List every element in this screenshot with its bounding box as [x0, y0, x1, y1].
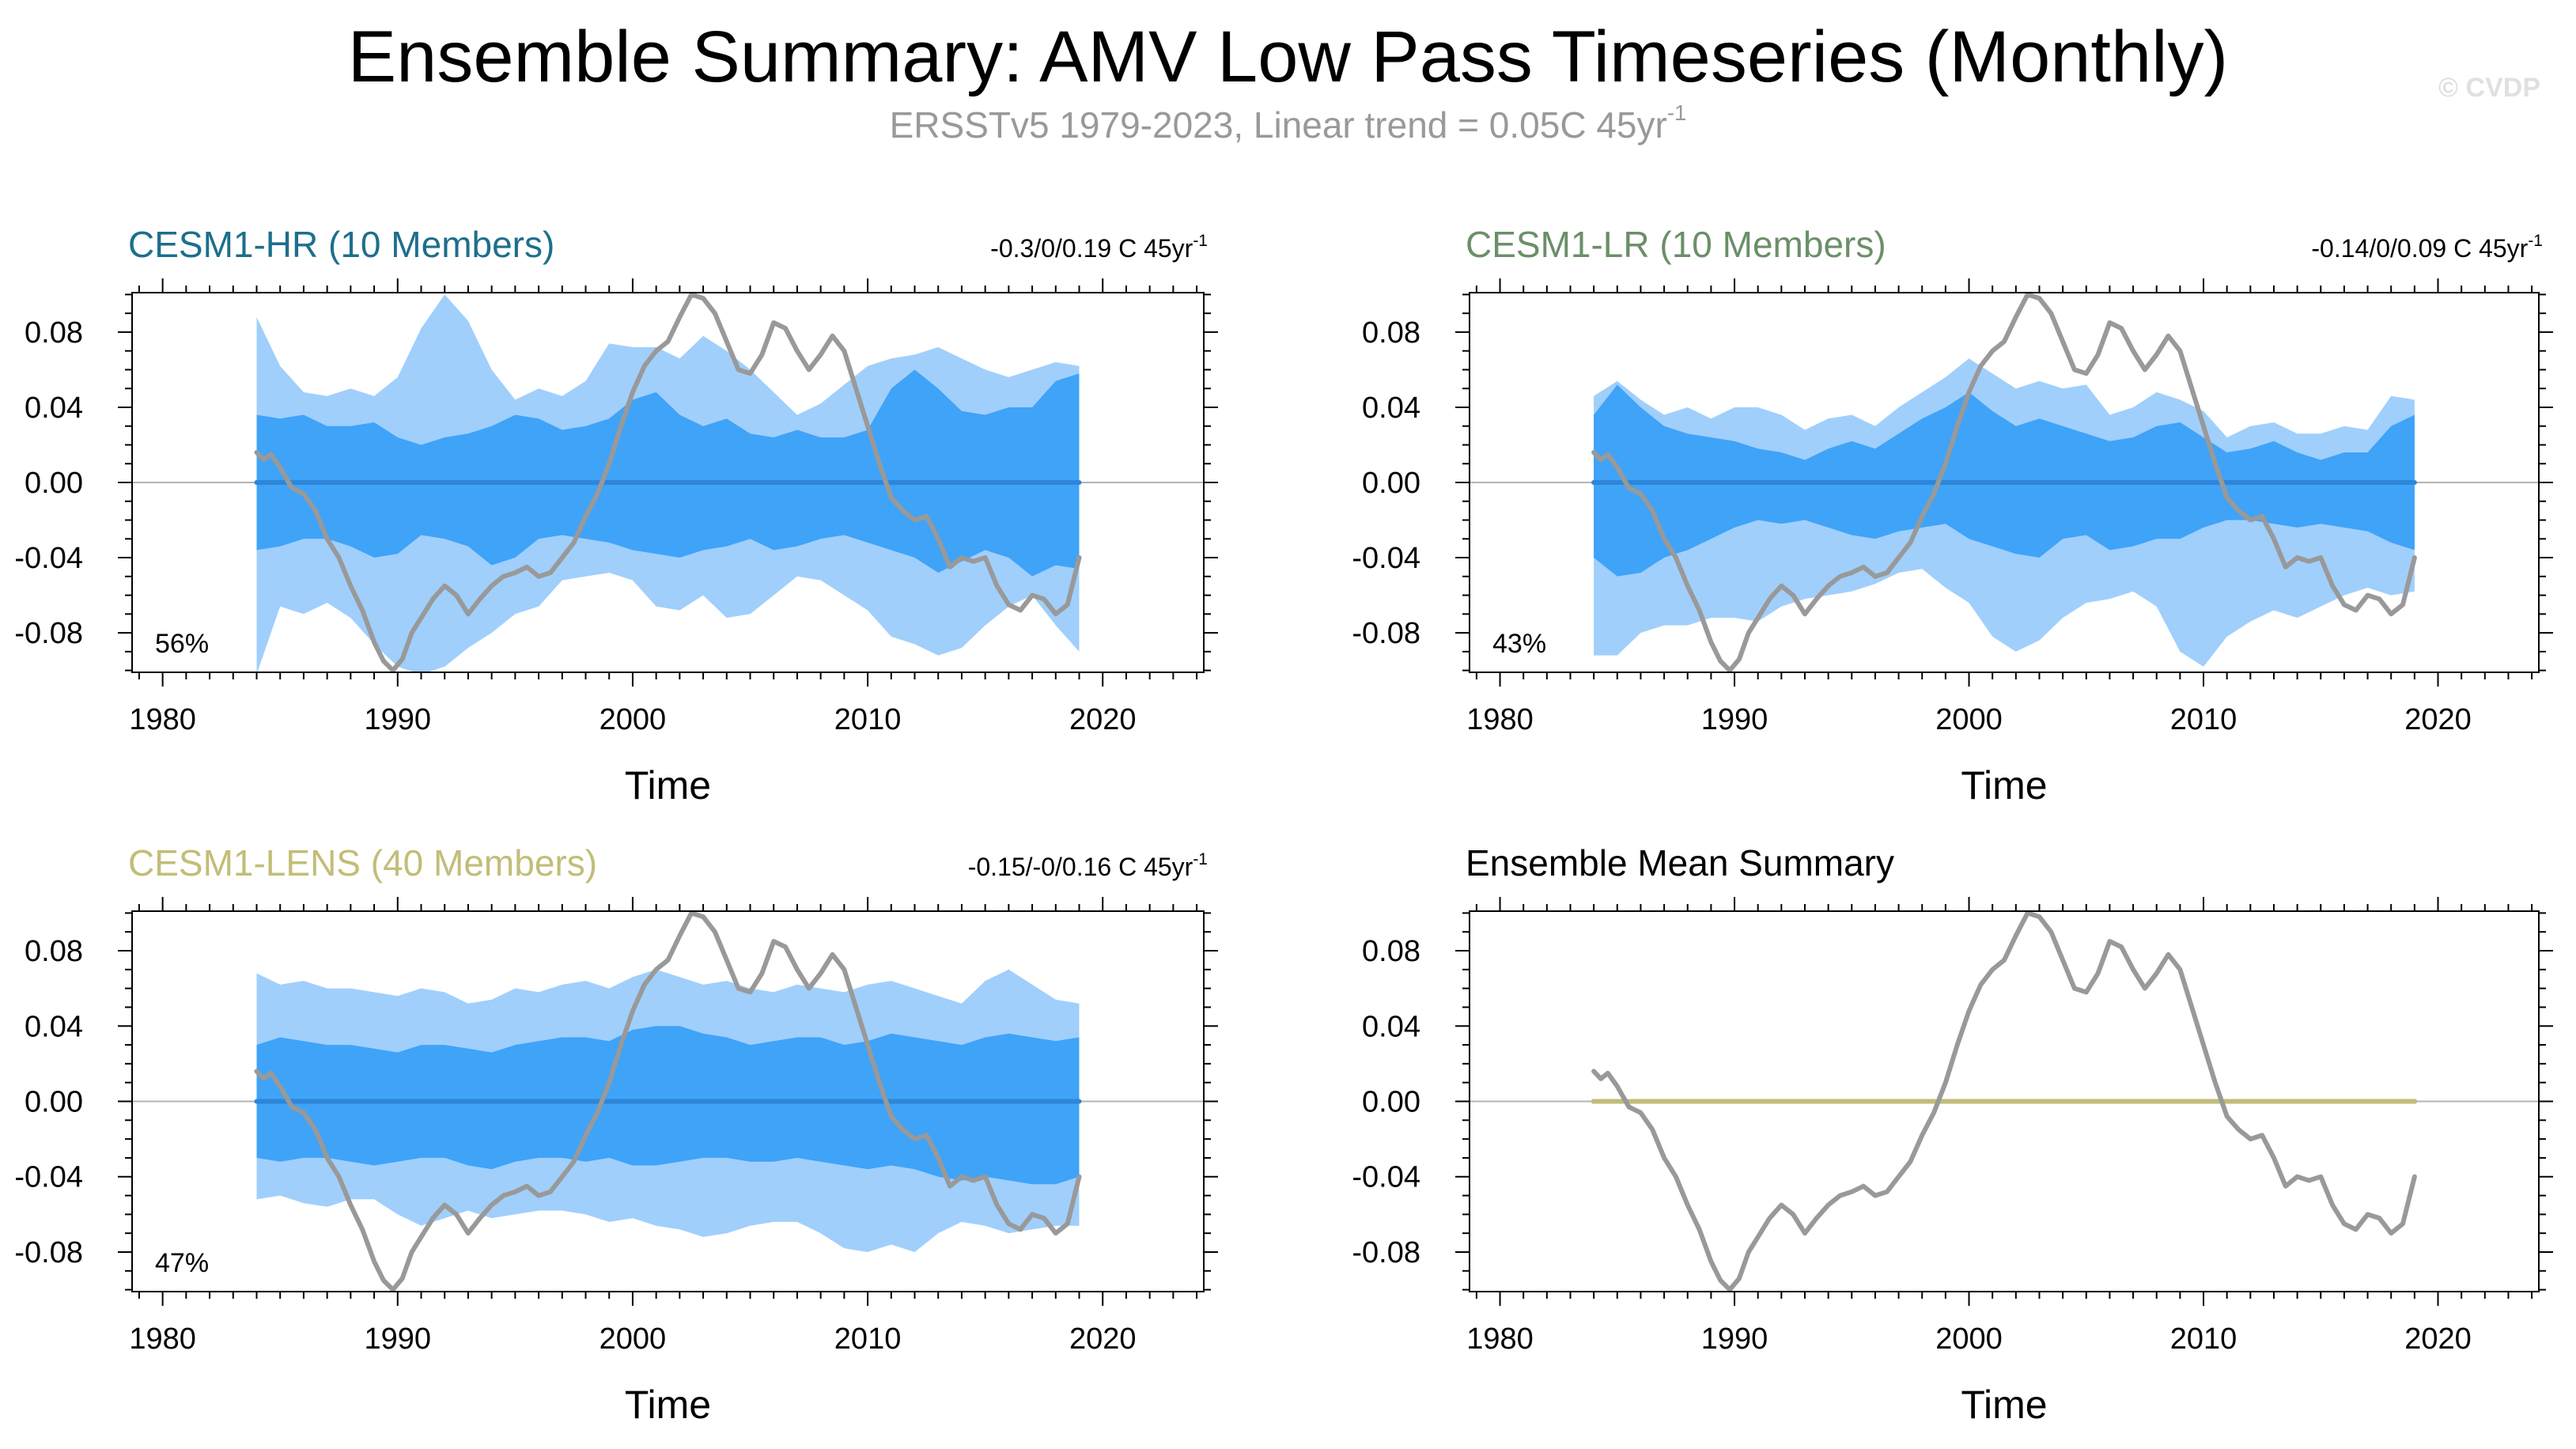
y-tick-label: 0.00: [25, 1086, 83, 1119]
y-tick-label: -0.08: [1352, 617, 1420, 650]
observed-line: [1591, 911, 2417, 1292]
y-tick-label: -0.08: [14, 617, 83, 650]
x-tick-label: 1980: [129, 703, 196, 736]
percent-label: 47%: [155, 1248, 209, 1278]
x-axis-label: Time: [1961, 763, 2047, 808]
panel-title: CESM1-HR (10 Members): [128, 224, 554, 265]
trend-value: -0.3/0/0.19 C 45yr: [990, 234, 1193, 263]
x-tick-label: 2000: [1935, 1322, 2003, 1356]
panel-title: CESM1-LENS (40 Members): [128, 842, 597, 883]
trend-label: -0.15/-0/0.16 C 45yr-1: [968, 850, 1208, 881]
plot-area-lr: [1470, 293, 2539, 672]
y-tick-label: -0.08: [14, 1236, 83, 1269]
x-tick-label: 2020: [1069, 703, 1137, 736]
x-tick-label: 2020: [2404, 703, 2472, 736]
y-tick-label: 0.08: [1362, 316, 1420, 350]
y-tick-label: 0.00: [1362, 1086, 1420, 1119]
observed-line: [254, 911, 1082, 1292]
trend-superscript: -1: [2528, 232, 2543, 250]
x-axis-label: Time: [625, 763, 711, 808]
x-axis-label: Time: [625, 1383, 711, 1427]
x-tick-label: 1990: [1701, 703, 1768, 736]
plot-area-lens: [132, 911, 1204, 1292]
percent-label: 43%: [1492, 629, 1546, 659]
x-tick-label: 2000: [600, 1322, 667, 1356]
y-tick-label: 0.04: [1362, 392, 1420, 425]
panel-hr: 1980 1990 2000 2010 2020 -0.08 -0.04 0.00 0.04 0.…: [14, 224, 1218, 808]
x-tick-label: 1980: [129, 1322, 196, 1356]
subtitle-superscript: -1: [1666, 100, 1687, 125]
y-tick-label: -0.04: [14, 542, 83, 575]
x-tick-label: 2020: [2404, 1322, 2472, 1356]
y-tick-label: -0.04: [1352, 1161, 1420, 1194]
y-tick-label: -0.04: [14, 1161, 83, 1194]
ensemble-inner-band: [256, 1026, 1080, 1185]
trend-label: -0.14/0/0.09 C 45yr-1: [2311, 232, 2543, 263]
panel-lr: 1980 1990 2000 2010 2020 -0.08 -0.04 0.00 0.04 0.…: [1352, 224, 2553, 808]
x-tick-label: 2010: [834, 1322, 902, 1356]
y-tick-label: 0.00: [25, 467, 83, 500]
x-tick-label: 2020: [1069, 1322, 1137, 1356]
x-tick-label: 1990: [1701, 1322, 1768, 1356]
trend-label: -0.3/0/0.19 C 45yr-1: [990, 232, 1208, 263]
page-title: Ensemble Summary: AMV Low Pass Timeserie…: [347, 17, 2229, 97]
y-tick-label: 0.08: [25, 316, 83, 350]
y-tick-label: 0.08: [25, 935, 83, 968]
ensemble-inner-band: [256, 369, 1080, 577]
plot-area-summary: [1470, 911, 2539, 1292]
x-tick-label: 1980: [1466, 703, 1534, 736]
trend-superscript: -1: [1193, 232, 1208, 250]
x-tick-label: 2010: [2170, 1322, 2237, 1356]
y-tick-label: 0.08: [1362, 935, 1420, 968]
y-tick-label: -0.08: [1352, 1236, 1420, 1269]
observed-line: [1591, 293, 2417, 672]
panel-title: CESM1-LR (10 Members): [1466, 224, 1886, 265]
x-tick-label: 2000: [600, 703, 667, 736]
x-axis-label: Time: [1961, 1383, 2047, 1427]
panel-summary: 1980 1990 2000 2010 2020 -0.08 -0.04 0.00 0.04 0.…: [1352, 842, 2553, 1427]
x-tick-label: 2000: [1935, 703, 2003, 736]
y-tick-label: 0.04: [25, 392, 83, 425]
x-tick-label: 2010: [834, 703, 902, 736]
x-tick-label: 1980: [1466, 1322, 1534, 1356]
plot-area-hr: [132, 293, 1204, 672]
cvdp-watermark: © CVDP: [2438, 73, 2540, 103]
percent-label: 56%: [155, 629, 209, 659]
x-tick-label: 1990: [365, 703, 432, 736]
y-tick-label: 0.00: [1362, 467, 1420, 500]
panel-title: Ensemble Mean Summary: [1466, 842, 1894, 883]
y-tick-label: 0.04: [25, 1010, 83, 1043]
observed-line: [254, 293, 1082, 672]
subtitle-text: ERSSTv5 1979-2023, Linear trend = 0.05C …: [889, 104, 1667, 146]
page-subtitle: ERSSTv5 1979-2023, Linear trend = 0.05C …: [0, 100, 2576, 147]
y-tick-label: -0.04: [1352, 542, 1420, 575]
trend-superscript: -1: [1193, 850, 1208, 868]
x-tick-label: 1990: [365, 1322, 432, 1356]
y-tick-label: 0.04: [1362, 1010, 1420, 1043]
x-tick-label: 2010: [2170, 703, 2237, 736]
trend-value: -0.14/0/0.09 C 45yr: [2311, 234, 2528, 263]
trend-value: -0.15/-0/0.16 C 45yr: [968, 853, 1193, 881]
panel-lens: 1980 1990 2000 2010 2020 -0.08 -0.04 0.00 0.04 0.…: [14, 842, 1218, 1427]
